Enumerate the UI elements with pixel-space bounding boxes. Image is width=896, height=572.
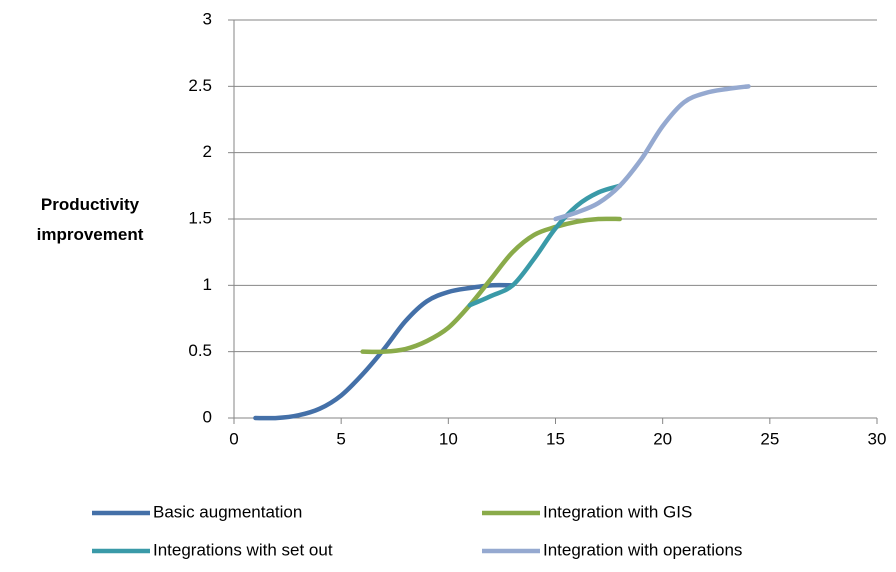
legend-label: Integrations with set out xyxy=(153,540,333,559)
y-tick-label: 0 xyxy=(203,407,212,426)
line xyxy=(253,282,515,421)
x-tick-label: 5 xyxy=(336,429,345,448)
y-tick-label: 0.5 xyxy=(188,341,212,360)
line xyxy=(467,183,623,308)
x-tick-label: 10 xyxy=(439,429,458,448)
line xyxy=(553,84,751,222)
y-tick-label: 2.5 xyxy=(188,76,212,95)
x-tick-label: 25 xyxy=(760,429,779,448)
legend-label: Integration with operations xyxy=(543,540,742,559)
legend-label: Basic augmentation xyxy=(153,502,302,521)
legend-label: Integration with GIS xyxy=(543,502,692,521)
x-tick-label: 15 xyxy=(546,429,565,448)
line xyxy=(360,216,623,355)
y-axis-label: Productivity improvement xyxy=(36,195,144,244)
y-tick-label: 2 xyxy=(203,142,212,161)
y-tick-label: 1 xyxy=(203,275,212,294)
x-tick-label: 30 xyxy=(868,429,887,448)
x-tick-label: 0 xyxy=(229,429,238,448)
x-tick-label: 20 xyxy=(653,429,672,448)
y-tick-label: 3 xyxy=(203,9,212,28)
y-tick-label: 1.5 xyxy=(188,208,212,227)
